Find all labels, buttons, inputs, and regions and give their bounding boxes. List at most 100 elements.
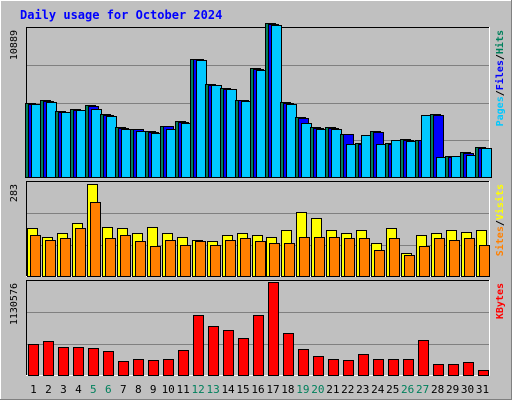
x-axis-labels: 1 2 3 4 5 6 7 8 9 10 11 12 13 14 15 16 17 18 19 20 21 22 23 24 2… [30,383,489,396]
x-tick-label: 27 [416,383,429,396]
bar-sites [419,246,430,277]
bar-kbytes [103,351,114,376]
bar-kbytes [298,349,309,376]
bar-sites [299,237,310,277]
panel-visits: 283 Sites/Visits [9,181,506,277]
bar-sites [314,237,325,277]
axis-max-label: 10889 [9,30,20,60]
bar-kbytes [403,359,414,376]
bar-sites [75,228,86,277]
side-legend: KBytes [495,283,506,319]
bar-kbytes [193,315,204,376]
legend-item: Sites [494,226,506,256]
bar-kbytes [43,341,54,376]
bar-kbytes [133,359,144,376]
x-tick-label: 7 [120,383,127,396]
x-tick-label: 12 [192,383,205,396]
bar-sites [269,243,280,277]
legend-item: / [495,54,506,60]
x-tick-label: 31 [476,383,489,396]
legend-item: KBytes [495,283,506,319]
x-tick-label: 2 [45,383,52,396]
bar-kbytes [208,326,219,376]
bar-kbytes [58,347,69,376]
bar-kbytes [148,360,159,376]
bar-kbytes [418,340,429,376]
x-tick-label: 6 [105,383,112,396]
bar-sites [165,240,176,277]
legend-item: Files [494,60,506,90]
bar-kbytes [373,359,384,376]
bar-sites [464,238,475,277]
bar-sites [329,237,340,277]
side-legend: Pages/Files/Hits [494,30,506,126]
bar-sites [135,241,146,277]
x-tick-label: 20 [311,383,324,396]
x-tick-label: 5 [90,383,97,396]
bar-kbytes [433,364,444,376]
bar-kbytes [478,370,489,376]
bar-sites [180,245,191,277]
x-tick-label: 11 [177,383,190,396]
bar-kbytes [328,359,339,376]
bar-kbytes [118,361,129,376]
legend-item: / [495,90,506,96]
x-tick-label: 10 [162,383,175,396]
bar-sites [90,202,101,277]
chart-title: Daily usage for October 2024 [20,8,222,22]
bar-kbytes [28,344,39,376]
x-tick-label: 22 [341,383,354,396]
x-tick-label: 8 [135,383,142,396]
legend-item: Pages [495,96,506,126]
x-tick-label: 13 [206,383,219,396]
bar-sites [284,243,295,277]
bar-sites [45,240,56,277]
bar-sites [150,246,161,277]
bar-kbytes [448,364,459,376]
x-tick-label: 21 [326,383,339,396]
bar-sites [359,238,370,277]
bar-sites [120,235,131,277]
bar-kbytes [223,330,234,376]
x-tick-label: 24 [371,383,385,396]
bar-sites [344,238,355,277]
bar-sites [434,238,445,277]
x-tick-label: 1 [30,383,37,396]
bar-sites [240,238,251,277]
bar-sites [404,255,415,277]
x-tick-label: 16 [251,383,264,396]
x-tick-label: 25 [386,383,399,396]
x-tick-label: 14 [221,383,235,396]
bar-sites [30,235,41,277]
bar-kbytes [238,338,249,376]
x-tick-label: 4 [75,383,82,396]
x-tick-label: 28 [431,383,444,396]
legend-item: Hits [494,30,506,54]
chart-panels: 10889Pages/Files/Hits283Sites/Visits1130… [9,23,506,376]
bar-kbytes [73,347,84,376]
bar-sites [225,240,236,277]
bar-kbytes [88,348,99,376]
bar-kbytes [343,360,354,376]
x-tick-label: 18 [281,383,294,396]
bar-sites [210,245,221,277]
bar-pages [481,148,492,178]
bar-kbytes [358,354,369,376]
x-tick-label: 9 [150,383,157,396]
bar-sites [255,241,266,277]
legend-item: / [495,220,506,226]
bar-sites [479,245,490,277]
axis-max-label: 1130576 [9,283,20,325]
x-tick-label: 17 [266,383,279,396]
x-tick-label: 30 [461,383,474,396]
bar-kbytes [388,359,399,376]
bar-sites [389,238,400,277]
x-tick-label: 15 [236,383,249,396]
x-tick-label: 26 [401,383,414,396]
bar-kbytes [463,362,474,376]
bar-kbytes [268,282,279,376]
bar-sites [195,241,206,277]
axis-max-label: 283 [9,184,20,202]
